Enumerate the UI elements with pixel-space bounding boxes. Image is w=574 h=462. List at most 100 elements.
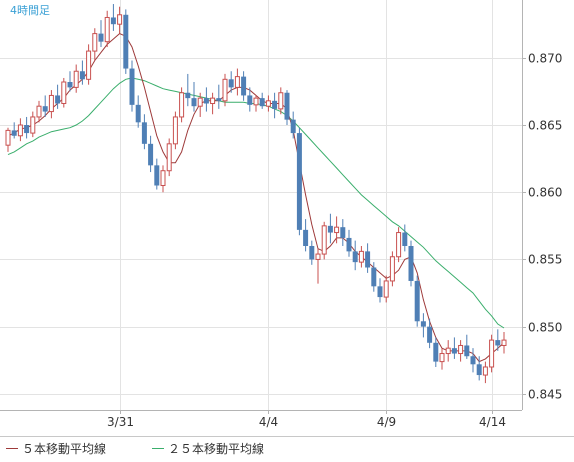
candle-body — [321, 225, 327, 255]
candle-down — [290, 111, 296, 139]
candle-up — [104, 10, 110, 48]
candle-down — [228, 71, 234, 93]
candle-body — [315, 253, 321, 260]
candle-body — [303, 229, 309, 246]
legend-item-ma5: ５本移動平均線 — [6, 442, 106, 456]
candle-up — [234, 68, 240, 96]
candle-body — [284, 92, 290, 120]
candle-body — [154, 165, 160, 186]
y-tick-label: 0.850 — [528, 321, 562, 335]
candle-down — [185, 73, 191, 107]
candle-body — [191, 98, 197, 107]
candle-down — [241, 71, 247, 101]
candle-body — [86, 50, 92, 80]
candle-down — [110, 4, 116, 31]
y-tick-label: 0.870 — [528, 52, 562, 66]
candle-down — [272, 92, 278, 119]
candle-body — [123, 14, 129, 69]
legend-item-ma25: ２５本移動平均線 — [152, 442, 264, 456]
candle-up — [172, 111, 178, 150]
candle-down — [377, 278, 383, 303]
candle-body — [408, 246, 414, 281]
candle-up — [278, 87, 284, 115]
candle-body — [346, 237, 352, 252]
candle-body — [110, 17, 116, 25]
candle-down — [476, 356, 482, 381]
candle-down — [327, 213, 333, 244]
candle-body — [482, 366, 488, 376]
candle-body — [476, 364, 482, 376]
candle-body — [73, 70, 79, 88]
candle-down — [309, 240, 315, 265]
legend-swatch-ma25 — [152, 448, 164, 449]
x-tick-label: 3/31 — [107, 415, 134, 429]
candle-body — [48, 94, 54, 113]
legend-label-ma5: ５本移動平均線 — [22, 442, 107, 456]
candle-body — [383, 280, 389, 298]
x-tick-label: 4/9 — [377, 415, 396, 429]
candle-up — [36, 100, 42, 123]
candle-body — [5, 129, 11, 146]
candle-down — [427, 318, 433, 349]
candle-body — [98, 33, 104, 42]
candle-body — [272, 100, 278, 109]
candle-body — [241, 76, 247, 96]
candle-body — [501, 339, 507, 346]
candle-body — [185, 92, 191, 99]
candle-down — [408, 240, 414, 287]
candle-up — [315, 248, 321, 284]
candle-body — [458, 344, 464, 355]
y-tick-label: 0.855 — [528, 253, 562, 267]
candle-down — [79, 60, 85, 85]
candle-body — [92, 33, 98, 52]
candle-body — [129, 68, 135, 105]
candle-down — [433, 337, 439, 367]
candle-up — [253, 95, 259, 112]
candle-down — [216, 84, 222, 109]
axes — [0, 0, 523, 411]
candle-body — [222, 78, 228, 102]
y-axis-ticks: 0.845 0.850 0.855 0.860 0.865 0.870 — [522, 52, 562, 402]
candle-up — [389, 251, 395, 287]
candle-body — [117, 14, 123, 25]
candle-body — [216, 98, 222, 101]
candle-up — [321, 221, 327, 260]
candle-up — [396, 227, 402, 263]
candle-up — [30, 111, 36, 138]
candle-up — [489, 334, 495, 373]
candle-body — [451, 348, 457, 354]
candle-down — [470, 348, 476, 373]
candle-down — [247, 87, 253, 112]
candle-down — [148, 135, 154, 173]
candle-up — [48, 90, 54, 119]
candle-down — [98, 20, 104, 48]
candle-body — [234, 76, 240, 88]
candle-up — [383, 275, 389, 303]
candle-body — [433, 342, 439, 362]
candle-body — [377, 286, 383, 298]
candle-up — [458, 340, 464, 362]
candle-up — [179, 87, 185, 123]
candle-body — [464, 345, 470, 357]
candle-down — [203, 87, 209, 112]
candle-down — [191, 82, 197, 112]
candle-body — [420, 321, 426, 327]
candle-body — [495, 340, 501, 346]
candle-body — [210, 97, 216, 105]
candle-down — [11, 122, 17, 139]
candle-body — [439, 353, 445, 363]
candle-body — [61, 81, 67, 105]
candle-body — [148, 143, 154, 166]
candle-down — [346, 229, 352, 257]
candle-up — [334, 216, 340, 244]
legend-label-ma25: ２５本移動平均線 — [168, 442, 265, 456]
candle-down — [352, 240, 358, 271]
candle-up — [86, 44, 92, 85]
candle-up — [222, 73, 228, 107]
candle-body — [30, 116, 36, 134]
candle-down — [296, 127, 302, 236]
candle-up — [439, 348, 445, 370]
candle-up — [445, 340, 451, 362]
candle-up — [501, 332, 507, 354]
candle-down — [141, 114, 147, 150]
